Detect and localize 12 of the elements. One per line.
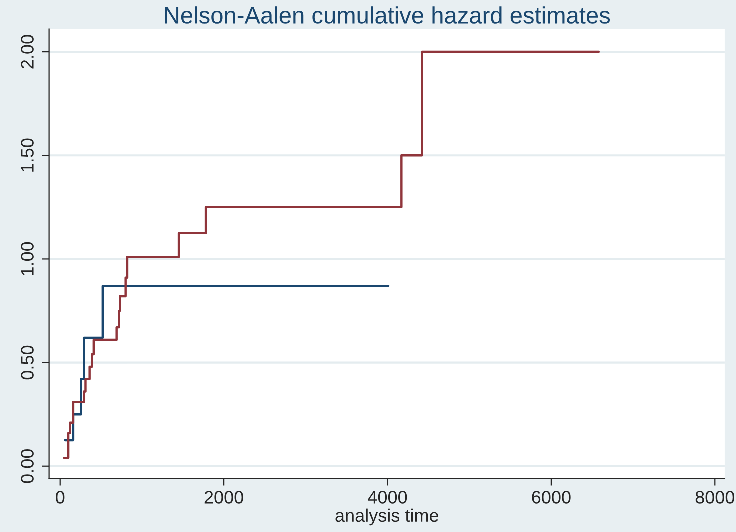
x-tick-label: 4000	[368, 491, 408, 504]
y-tick-label: 1.50	[21, 138, 34, 172]
chart-title: Nelson-Aalen cumulative hazard estimates	[165, 6, 610, 24]
x-tick-label: 6000	[532, 491, 571, 504]
y-tick-label: 0.00	[21, 450, 34, 484]
x-tick-label: 2000	[204, 491, 244, 504]
y-tick-label: 2.00	[21, 35, 34, 69]
x-tick-label: 8000	[696, 491, 735, 504]
x-axis-title: analysis time	[336, 508, 439, 526]
y-tick-label: 1.00	[21, 242, 34, 276]
x-tick-label: 0	[56, 491, 65, 504]
y-tick-label: 0.50	[21, 346, 34, 380]
